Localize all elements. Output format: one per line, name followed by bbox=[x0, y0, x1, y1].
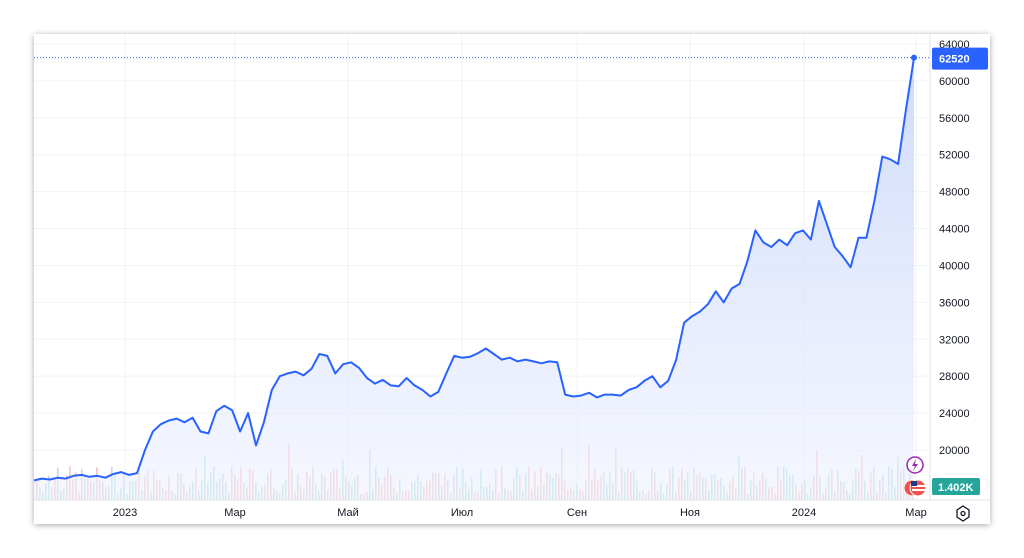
x-tick-label: 2024 bbox=[792, 507, 816, 519]
chart-frame: 64000 60000 56000 52000 48000 44000 40000 36000… bbox=[34, 34, 990, 524]
settings-icon bbox=[956, 505, 970, 522]
y-tick-label: 36000 bbox=[939, 297, 970, 309]
y-tick-label: 40000 bbox=[939, 260, 970, 272]
flag-stripe bbox=[912, 489, 926, 491]
x-tick-label: Июл bbox=[451, 507, 473, 519]
volume-label: 1.402K bbox=[938, 482, 974, 494]
y-tick-label: 24000 bbox=[939, 408, 970, 420]
y-tick-label: 28000 bbox=[939, 371, 970, 383]
overlay: 62520 1.402K bbox=[34, 34, 990, 522]
price-series-line bbox=[34, 57, 915, 482]
lightning-icon bbox=[906, 456, 924, 474]
x-tick-label: Сен bbox=[567, 507, 587, 519]
y-axis-labels: 6400060000560005200048000440004000036000… bbox=[939, 39, 970, 457]
last-price-tag bbox=[932, 47, 988, 70]
volume-tag bbox=[932, 478, 980, 495]
x-tick-label: Мар bbox=[905, 507, 927, 519]
flag-stripe bbox=[912, 485, 926, 487]
y-tick-label: 52000 bbox=[939, 150, 970, 162]
y-tick-label: 60000 bbox=[939, 76, 970, 88]
price-area-fill bbox=[34, 57, 914, 500]
last-price-label: 62520 bbox=[939, 54, 970, 66]
x-tick-label: Май bbox=[337, 507, 359, 519]
lightning-icon-glyph bbox=[912, 459, 918, 471]
y-tick-label: 20000 bbox=[939, 445, 970, 457]
flag-canton bbox=[911, 481, 917, 486]
y-tick-label: 32000 bbox=[939, 334, 970, 346]
y-tick-label: 44000 bbox=[939, 224, 970, 236]
y-tick-label: 48000 bbox=[939, 187, 970, 199]
settings-icon-hex bbox=[956, 505, 970, 522]
price-area bbox=[34, 57, 914, 500]
price-chart: 6400060000560005200048000440004000036000… bbox=[34, 34, 990, 522]
settings-icon-center bbox=[960, 510, 966, 517]
x-tick-label: 2023 bbox=[113, 507, 137, 519]
x-tick-label: Мар bbox=[224, 507, 246, 519]
x-tick-label: Ноя bbox=[680, 507, 700, 519]
us-flag-icon bbox=[903, 479, 927, 497]
y-tick-label: 56000 bbox=[939, 113, 970, 125]
x-axis-labels: 2023 Мар Май Июл Сен Ноя 2024 Мар bbox=[113, 507, 927, 519]
